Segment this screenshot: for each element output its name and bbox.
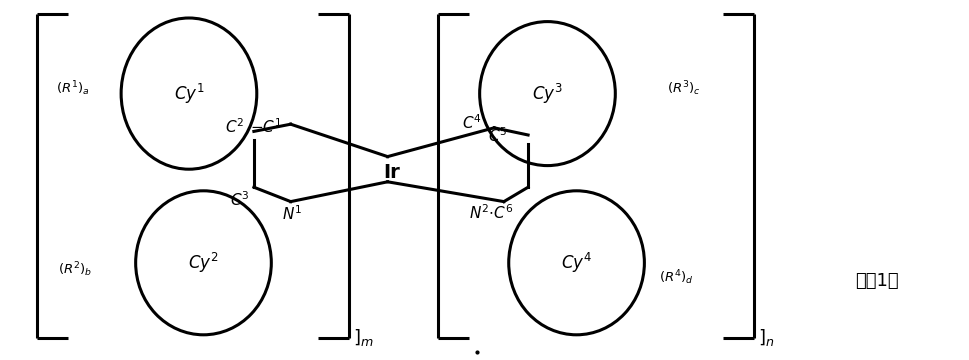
Text: $C^5$: $C^5$ bbox=[488, 126, 508, 145]
Text: $(R^1)_a$: $(R^1)_a$ bbox=[56, 79, 90, 98]
Text: 式（1）: 式（1） bbox=[855, 272, 899, 290]
Text: $]_m$: $]_m$ bbox=[353, 327, 373, 348]
Text: $Cy^1$: $Cy^1$ bbox=[173, 82, 204, 105]
Text: $C^3$: $C^3$ bbox=[231, 191, 250, 210]
Text: $Cy^3$: $Cy^3$ bbox=[532, 82, 563, 105]
Text: $(R^2)_b$: $(R^2)_b$ bbox=[58, 261, 92, 279]
Text: $C^2$: $C^2$ bbox=[225, 118, 244, 136]
Text: $]_n$: $]_n$ bbox=[758, 327, 774, 348]
Text: $(R^3)_c$: $(R^3)_c$ bbox=[667, 79, 701, 98]
Text: $N^1$: $N^1$ bbox=[283, 204, 302, 223]
Text: $C^4$: $C^4$ bbox=[461, 114, 482, 132]
Text: $Cy^2$: $Cy^2$ bbox=[188, 251, 219, 275]
Text: Ir: Ir bbox=[383, 163, 400, 182]
Text: $N^2{\cdot}C^6$: $N^2{\cdot}C^6$ bbox=[469, 203, 514, 222]
Text: $-C^1$: $-C^1$ bbox=[250, 118, 282, 136]
Text: $Cy^4$: $Cy^4$ bbox=[561, 251, 592, 275]
Text: $(R^4)_d$: $(R^4)_d$ bbox=[659, 269, 694, 287]
